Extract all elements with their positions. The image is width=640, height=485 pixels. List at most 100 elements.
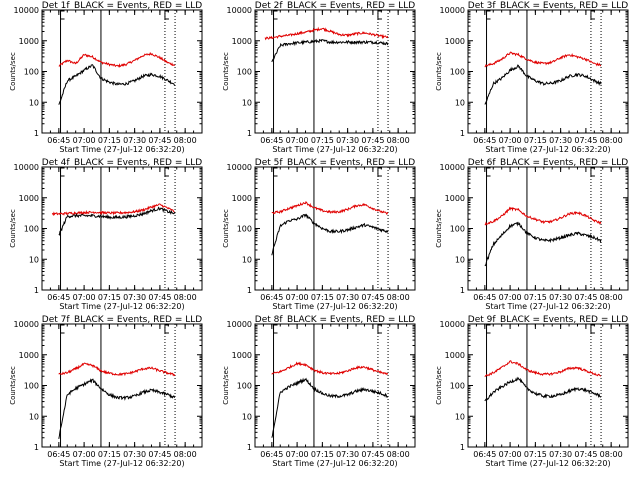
events-series-line <box>484 376 602 402</box>
y-tick-label: 1000 <box>19 194 39 203</box>
y-axis-label: Counts/sec <box>222 209 230 248</box>
y-tick-label: 1 <box>460 443 465 452</box>
y-tick-label: 10000 <box>440 320 465 329</box>
y-axis-label: Counts/sec <box>9 52 17 91</box>
panel-6: Det 6f_BLACK = Events, RED = LLD 1 10 100 10… <box>435 158 629 311</box>
x-tick-label: 07:30 <box>123 136 146 145</box>
start-marker <box>60 10 65 20</box>
y-tick-label: 1 <box>247 443 252 452</box>
x-tick-label: 07:15 <box>98 450 121 459</box>
panel-title: Det 7f_BLACK = Events, RED = LLD <box>42 315 202 325</box>
y-tick-label: 100 <box>237 68 252 77</box>
x-tick-label: 08:00 <box>174 450 197 459</box>
panel-1: Det 1f_BLACK = Events, RED = LLD 1 10 100 10… <box>9 1 203 154</box>
x-tick-label: 08:00 <box>174 136 197 145</box>
x-tick-label: 06:45 <box>260 136 283 145</box>
y-tick-label: 1000 <box>232 194 252 203</box>
panel-title: Det 4f_BLACK = Events, RED = LLD <box>42 158 202 168</box>
y-tick-label: 10000 <box>227 320 252 329</box>
x-axis-label: Start Time (27-Jul-12 06:32:20) <box>485 302 610 311</box>
y-tick-label: 1 <box>247 286 252 295</box>
y-tick-label: 10 <box>242 255 252 264</box>
events-series-line <box>271 213 389 256</box>
y-tick-label: 10000 <box>227 163 252 172</box>
x-tick-label: 07:00 <box>499 450 522 459</box>
x-tick-label: 07:15 <box>524 450 547 459</box>
start-marker <box>486 324 491 334</box>
y-tick-label: 100 <box>450 68 465 77</box>
y-tick-label: 10 <box>242 412 252 421</box>
y-axis-label: Counts/sec <box>9 209 17 248</box>
end-marker <box>590 324 595 334</box>
y-tick-label: 1000 <box>19 37 39 46</box>
lld-series-line <box>264 26 389 41</box>
y-tick-label: 100 <box>450 225 465 234</box>
x-tick-label: 07:15 <box>524 136 547 145</box>
y-tick-label: 100 <box>24 225 39 234</box>
x-axis-label: Start Time (27-Jul-12 06:32:20) <box>272 459 397 468</box>
start-marker <box>60 324 65 334</box>
start-marker <box>486 167 491 177</box>
x-tick-label: 08:00 <box>387 293 410 302</box>
plot-frame <box>254 323 416 448</box>
y-axis-label: Counts/sec <box>435 52 443 91</box>
y-tick-label: 10000 <box>14 320 39 329</box>
lld-series-line <box>271 361 389 376</box>
x-tick-label: 06:45 <box>473 293 496 302</box>
plot-frame <box>254 9 416 134</box>
x-tick-label: 07:15 <box>98 136 121 145</box>
panel-5: Det 5f_BLACK = Events, RED = LLD 1 10 100 10… <box>222 158 416 311</box>
x-tick-label: 07:30 <box>336 293 359 302</box>
y-tick-label: 1000 <box>445 37 465 46</box>
lld-series-line <box>484 206 602 226</box>
y-axis-label: Counts/sec <box>435 366 443 405</box>
panel-7: Det 7f_BLACK = Events, RED = LLD 1 10 100 10… <box>9 315 203 468</box>
y-tick-label: 1000 <box>445 351 465 360</box>
start-marker <box>60 167 65 177</box>
x-tick-label: 07:30 <box>123 450 146 459</box>
lld-series-line <box>271 201 389 216</box>
y-tick-label: 10 <box>29 412 39 421</box>
plot-frame <box>467 323 629 448</box>
plot-frame <box>41 323 203 448</box>
end-marker <box>590 167 595 177</box>
x-tick-label: 07:15 <box>311 293 334 302</box>
plot-frame <box>467 166 629 291</box>
y-tick-label: 1000 <box>19 351 39 360</box>
x-tick-label: 06:45 <box>47 293 70 302</box>
panel-title: Det 1f_BLACK = Events, RED = LLD <box>42 1 202 11</box>
x-tick-label: 06:45 <box>47 136 70 145</box>
panel-2: Det 2f_BLACK = Events, RED = LLD 1 10 100 10… <box>222 1 416 154</box>
events-series-line <box>58 378 175 439</box>
x-tick-label: 07:45 <box>361 293 384 302</box>
x-tick-label: 07:30 <box>549 450 572 459</box>
x-tick-label: 07:15 <box>311 450 334 459</box>
lld-series-line <box>484 360 601 378</box>
x-axis-label: Start Time (27-Jul-12 06:32:20) <box>59 302 184 311</box>
x-tick-label: 06:45 <box>260 293 283 302</box>
y-tick-label: 100 <box>450 382 465 391</box>
y-tick-label: 10 <box>29 255 39 264</box>
x-axis-label: Start Time (27-Jul-12 06:32:20) <box>272 145 397 154</box>
panel-8: Det 8f_BLACK = Events, RED = LLD 1 10 100 10… <box>222 315 416 468</box>
y-axis-label: Counts/sec <box>9 366 17 405</box>
x-tick-label: 07:30 <box>549 293 572 302</box>
end-marker <box>164 324 169 334</box>
x-tick-label: 07:00 <box>73 450 96 459</box>
y-axis-label: Counts/sec <box>222 52 230 91</box>
y-axis-label: Counts/sec <box>222 366 230 405</box>
x-tick-label: 08:00 <box>387 136 410 145</box>
y-tick-label: 1 <box>34 443 39 452</box>
y-tick-label: 1000 <box>232 37 252 46</box>
y-tick-label: 10000 <box>227 6 252 15</box>
y-tick-label: 1 <box>34 286 39 295</box>
events-series-line <box>484 221 602 267</box>
panel-title: Det 8f_BLACK = Events, RED = LLD <box>255 315 415 325</box>
y-axis-label: Counts/sec <box>435 209 443 248</box>
x-tick-label: 07:00 <box>499 136 522 145</box>
end-marker <box>164 10 169 20</box>
plot-frame <box>41 9 203 134</box>
x-tick-label: 07:45 <box>361 136 384 145</box>
x-axis-label: Start Time (27-Jul-12 06:32:20) <box>272 302 397 311</box>
